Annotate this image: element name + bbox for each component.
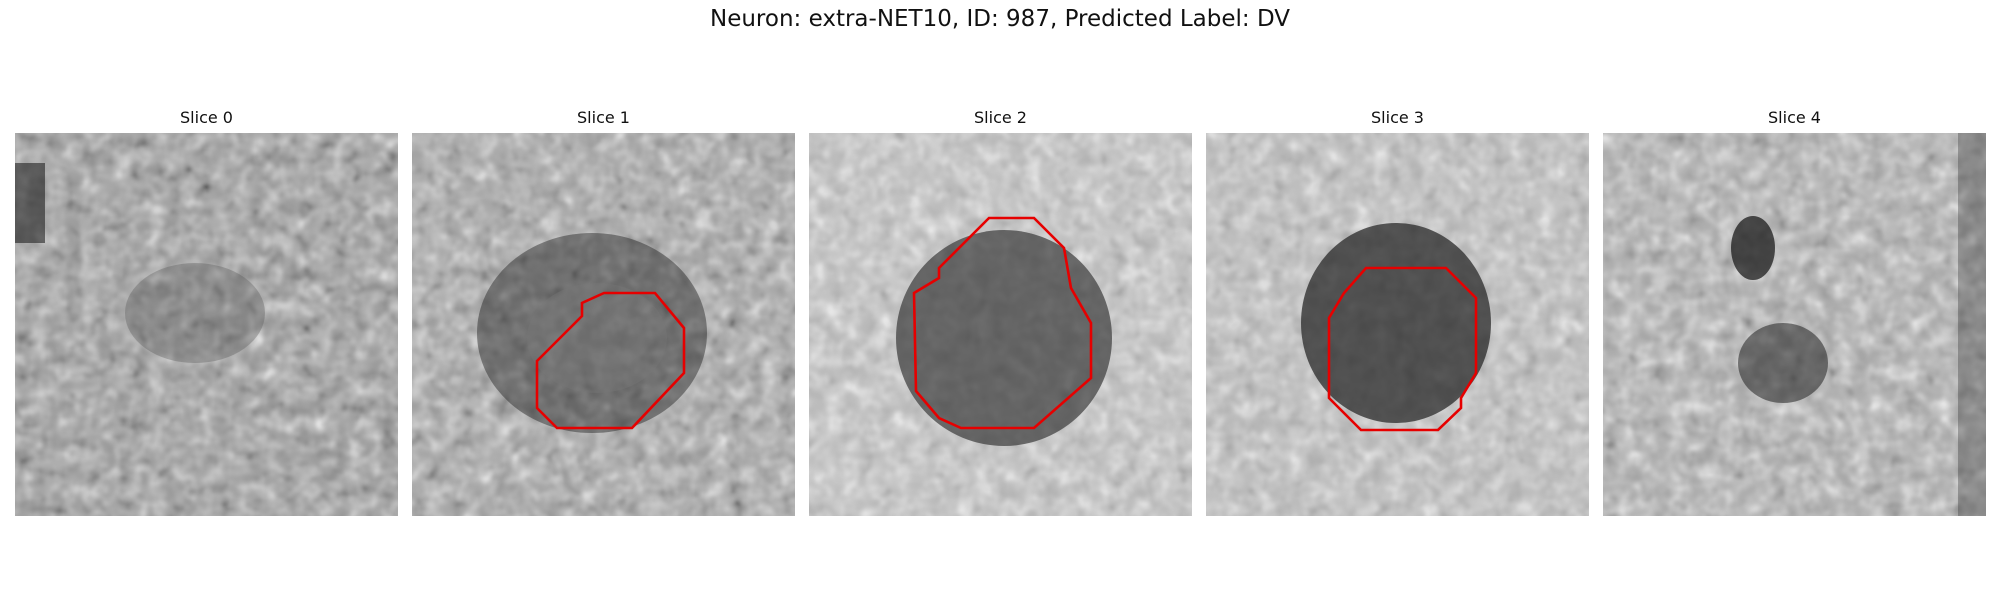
slice-image-4: [1603, 133, 1986, 516]
slice-panel-0: Slice 0: [15, 108, 398, 518]
slice-image-3: [1206, 133, 1589, 516]
figure-title: Neuron: extra-NET10, ID: 987, Predicted …: [710, 6, 1290, 32]
roi-contour-3: [1327, 266, 1478, 432]
slice-panel-3: Slice 3: [1206, 108, 1589, 518]
slice-title-0: Slice 0: [180, 108, 233, 127]
slice-panel-2: Slice 2: [809, 108, 1192, 518]
slice-image-0: [15, 133, 398, 516]
slice-title-2: Slice 2: [974, 108, 1027, 127]
roi-contour-1: [535, 291, 686, 430]
slice-panel-1: Slice 1: [412, 108, 795, 518]
slice-image-1: [412, 133, 795, 516]
slice-title-1: Slice 1: [577, 108, 630, 127]
roi-contour-2: [912, 216, 1093, 430]
slice-image-2: [809, 133, 1192, 516]
slice-panel-4: Slice 4: [1603, 108, 1986, 518]
slice-title-3: Slice 3: [1371, 108, 1424, 127]
slice-title-4: Slice 4: [1768, 108, 1821, 127]
